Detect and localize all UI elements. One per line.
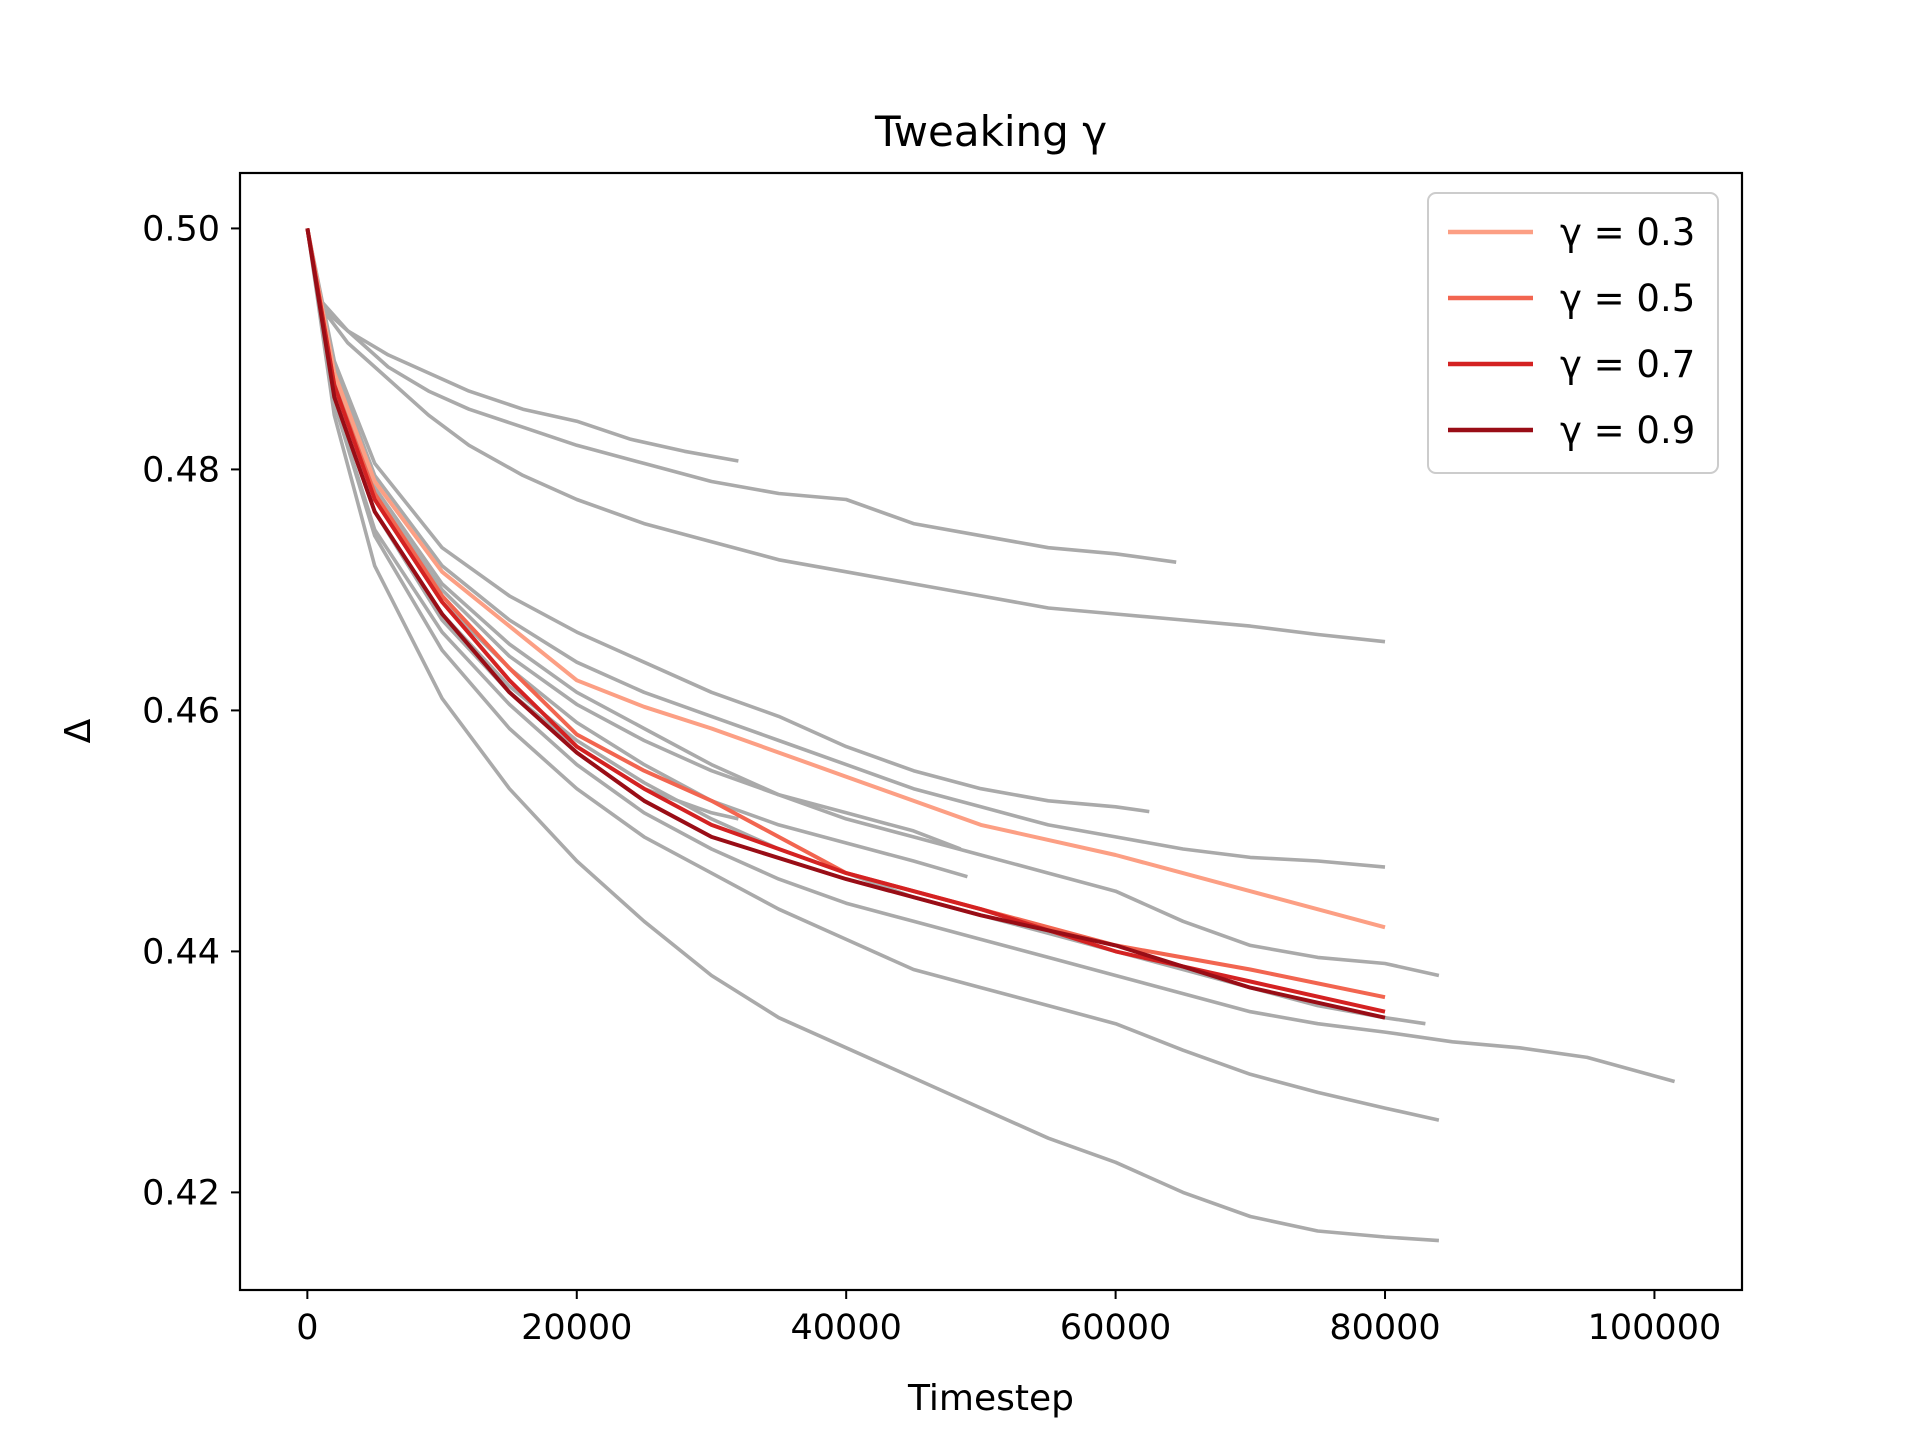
legend-label: γ = 0.3 xyxy=(1560,211,1695,254)
y-tick-label: 0.48 xyxy=(142,450,220,490)
legend-label: γ = 0.9 xyxy=(1560,409,1695,452)
series-line-4 xyxy=(305,228,1386,1020)
plot-frame xyxy=(238,171,1744,1292)
background-series-line xyxy=(305,228,1177,564)
highlighted-series-group xyxy=(305,228,1386,1020)
legend-box xyxy=(1427,192,1719,474)
background-series-line xyxy=(305,228,1440,1122)
x-tick-label: 60000 xyxy=(1060,1308,1171,1348)
y-tick-label: 0.50 xyxy=(142,209,220,249)
y-tick-label: 0.44 xyxy=(142,932,220,972)
y-axis-label: Δ xyxy=(58,718,99,743)
y-tick-label: 0.46 xyxy=(142,691,220,731)
legend-label: γ = 0.5 xyxy=(1560,277,1695,320)
legend: γ = 0.3 γ = 0.5 γ = 0.7 γ = 0.9 xyxy=(1427,192,1719,474)
background-series-line xyxy=(305,228,1676,1084)
x-tick-label: 100000 xyxy=(1588,1308,1722,1348)
background-series-line xyxy=(305,228,1150,814)
y-axis: 0.42 0.44 0.46 0.48 0.50 xyxy=(142,209,240,1213)
legend-label: γ = 0.7 xyxy=(1560,343,1695,386)
series-line-3 xyxy=(305,228,1386,1014)
x-tick-label: 20000 xyxy=(521,1308,632,1348)
background-series-line xyxy=(305,228,1440,978)
x-axis-label: Timestep xyxy=(907,1378,1074,1419)
background-series-line xyxy=(305,228,1386,644)
y-tick-label: 0.42 xyxy=(142,1173,220,1213)
chart-title: Tweaking γ xyxy=(874,107,1107,156)
series-line-1 xyxy=(305,228,1386,930)
background-series-line xyxy=(305,228,1386,869)
x-tick-label: 40000 xyxy=(791,1308,902,1348)
background-series-line xyxy=(305,228,1440,1243)
x-tick-label: 80000 xyxy=(1329,1308,1440,1348)
x-axis: 0 20000 40000 60000 80000 100000 xyxy=(296,1290,1721,1348)
x-tick-label: 0 xyxy=(296,1308,318,1348)
